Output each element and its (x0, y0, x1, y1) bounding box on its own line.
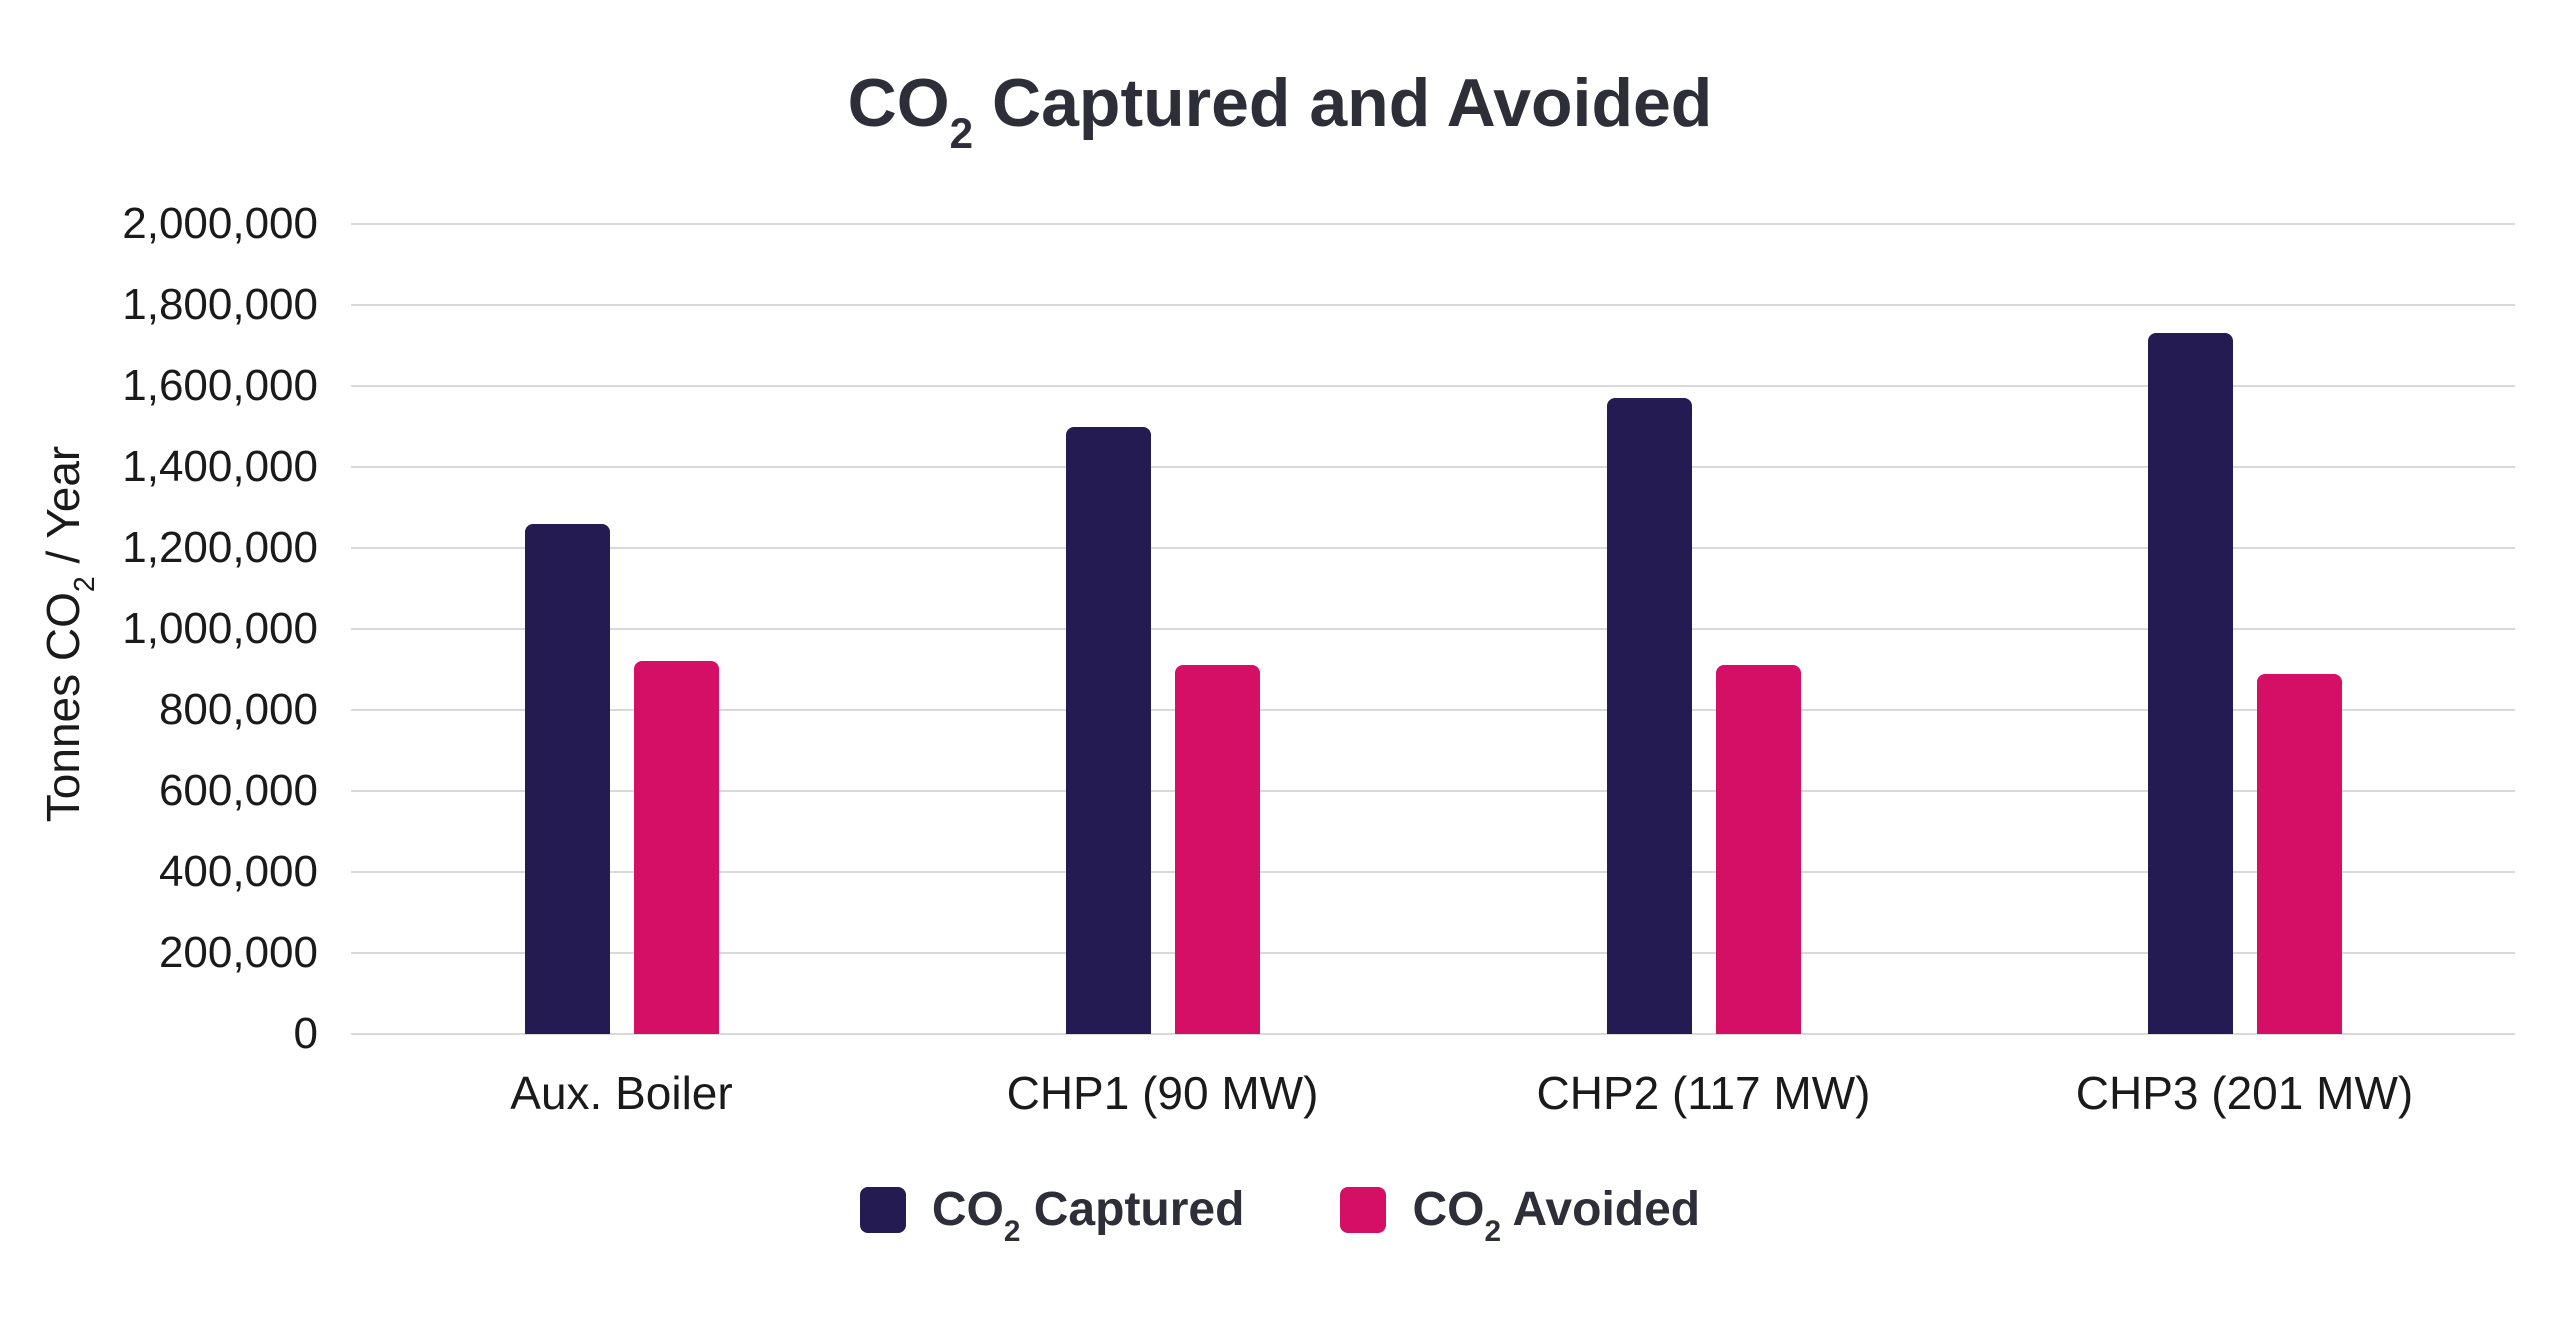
bar-co2-captured (1606, 398, 1692, 1034)
y-tick-label: 0 (293, 1009, 318, 1058)
y-tick-label: 1,800,000 (122, 280, 318, 329)
legend-label: CO2 Captured (931, 1182, 1245, 1246)
y-tick-label: 1,000,000 (122, 604, 318, 653)
legend-item: CO2 Captured (859, 1182, 1245, 1246)
chart-title-post: Captured and Avoided (973, 65, 1713, 141)
bar-group (1433, 224, 1974, 1034)
x-category-label: Aux. Boiler (510, 1067, 733, 1119)
legend-label: CO2 Avoided (1412, 1182, 1701, 1246)
gridline (351, 871, 2515, 873)
gridline (351, 466, 2515, 468)
legend: CO2 Captured CO2 Avoided (0, 1182, 2560, 1246)
y-tick-label: 1,400,000 (122, 442, 318, 491)
legend-label-post: Captured (1020, 1183, 1245, 1236)
gridline (351, 628, 2515, 630)
bar-groups (351, 224, 2515, 1034)
plot-area (351, 223, 2515, 1035)
x-category-label: CHP2 (117 MW) (1536, 1067, 1871, 1119)
bar-co2-avoided (1715, 665, 1801, 1034)
bar-group (892, 224, 1433, 1034)
bar-co2-avoided (1174, 665, 1260, 1034)
legend-label-pre: CO (1412, 1183, 1485, 1236)
gridline (351, 385, 2515, 387)
y-axis-ticks: 0 200,000 400,000 600,000 800,000 1,000,000 1,… (0, 199, 328, 1058)
gridline (351, 223, 2515, 225)
legend-swatch (859, 1186, 906, 1233)
bar-co2-captured (524, 523, 610, 1034)
legend-label-subscript: 2 (1003, 1214, 1021, 1248)
gridline (351, 952, 2515, 954)
gridline (351, 790, 2515, 792)
bar-co2-captured (2147, 333, 2233, 1034)
y-tick-label: 1,200,000 (122, 523, 318, 572)
legend-label-post: Avoided (1500, 1183, 1701, 1236)
gridline (351, 304, 2515, 306)
x-category-label: CHP1 (90 MW) (1006, 1067, 1319, 1119)
y-tick-label: 600,000 (158, 766, 318, 815)
gridline (351, 709, 2515, 711)
legend-label-subscript: 2 (1484, 1214, 1501, 1248)
x-category-label: CHP3 (201 MW) (2075, 1067, 2414, 1119)
y-tick-label: 200,000 (158, 928, 318, 977)
legend-item: CO2 Avoided (1340, 1182, 1701, 1246)
legend-swatch (1340, 1186, 1387, 1233)
gridline (351, 547, 2515, 549)
bar-group (1974, 224, 2515, 1034)
chart-title: CO2 Captured and Avoided (0, 64, 2560, 155)
bar-co2-captured (1065, 426, 1151, 1034)
chart-title-pre: CO (847, 65, 950, 141)
chart-title-subscript: 2 (949, 110, 974, 158)
bar-co2-avoided (633, 661, 719, 1034)
y-tick-label: 1,600,000 (122, 361, 318, 410)
y-tick-label: 400,000 (158, 847, 318, 896)
y-tick-label: 800,000 (158, 685, 318, 734)
gridline (351, 1033, 2515, 1035)
legend-label-pre: CO (931, 1183, 1004, 1236)
y-tick-label: 2,000,000 (122, 199, 318, 248)
bar-group (351, 224, 892, 1034)
x-axis-labels: Aux. Boiler CHP1 (90 MW) CHP2 (117 MW) CHP3… (351, 1066, 2515, 1120)
bar-co2-avoided (2256, 673, 2342, 1034)
